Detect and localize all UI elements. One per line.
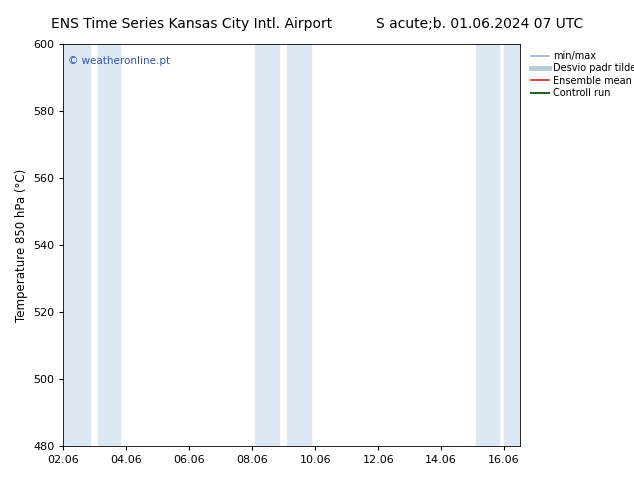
Bar (476, 44, 500, 446)
Bar (98, 44, 120, 446)
Legend: min/max, Desvio padr tilde;o, Ensemble mean run, Controll run: min/max, Desvio padr tilde;o, Ensemble m… (529, 49, 634, 100)
Bar (287, 44, 311, 446)
Text: ENS Time Series Kansas City Intl. Airport          S acute;b. 01.06.2024 07 UTC: ENS Time Series Kansas City Intl. Airpor… (51, 17, 583, 31)
Text: © weatheronline.pt: © weatheronline.pt (68, 56, 170, 66)
Bar (63, 44, 90, 446)
Bar (504, 44, 520, 446)
Bar (256, 44, 279, 446)
Y-axis label: Temperature 850 hPa (°C): Temperature 850 hPa (°C) (15, 169, 27, 321)
